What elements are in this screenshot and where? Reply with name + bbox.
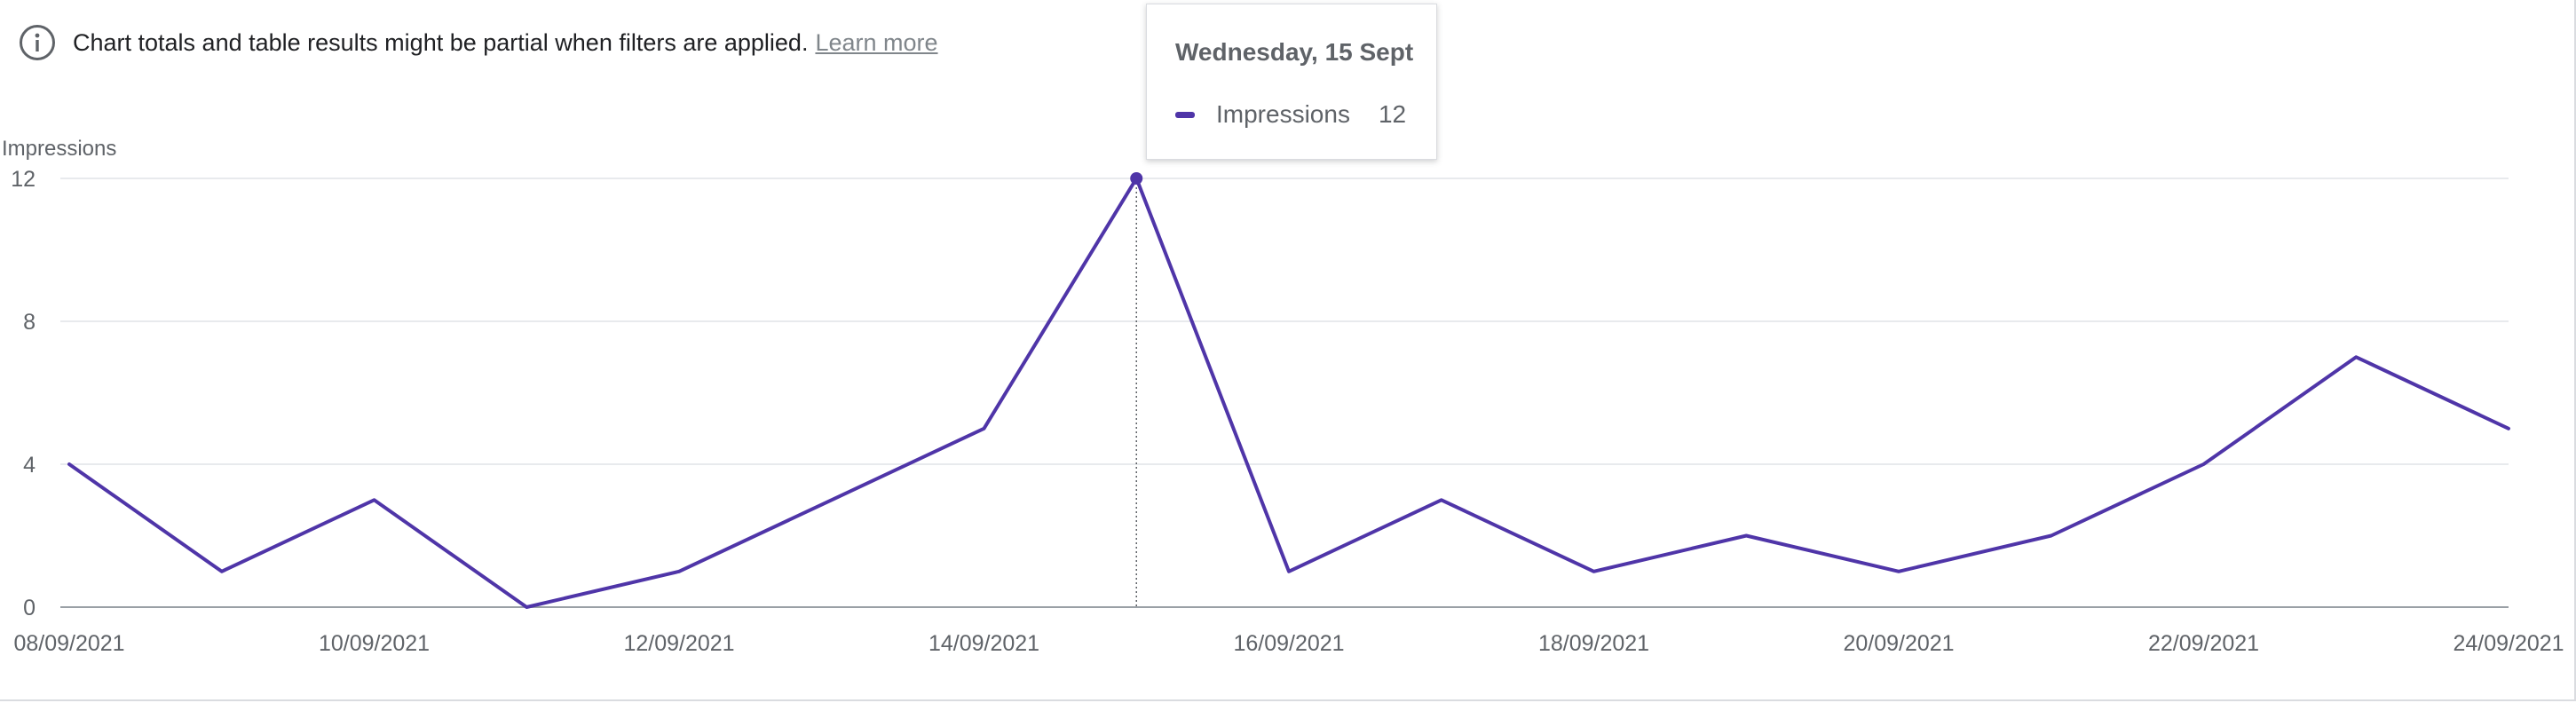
x-tick-label: 24/09/2021 — [2453, 631, 2564, 656]
y-tick-label: 4 — [23, 453, 36, 478]
y-tick-label: 8 — [23, 310, 36, 335]
tooltip-series-value: 12 — [1378, 100, 1407, 128]
x-tick-label: 20/09/2021 — [1843, 631, 1954, 656]
filter-notice: Chart totals and table results might be … — [18, 23, 938, 62]
x-tick-label: 18/09/2021 — [1538, 631, 1649, 656]
tooltip-date: Wednesday, 15 Sept — [1175, 38, 1414, 66]
x-tick-label: 12/09/2021 — [623, 631, 734, 656]
chart-tooltip: Wednesday, 15 Sept Impressions 12 — [1146, 4, 1437, 160]
tooltip-series-row: Impressions 12 — [1175, 100, 1406, 129]
y-axis-title: Impressions — [2, 137, 116, 161]
x-tick-label: 22/09/2021 — [2148, 631, 2259, 656]
filter-notice-text: Chart totals and table results might be … — [73, 28, 809, 56]
x-tick-label: 08/09/2021 — [13, 631, 124, 656]
x-tick-label: 10/09/2021 — [319, 631, 430, 656]
highlighted-data-point — [1130, 172, 1143, 185]
y-tick-label: 0 — [23, 596, 36, 620]
y-tick-label: 12 — [11, 167, 36, 192]
info-icon — [18, 23, 57, 62]
tooltip-series-name: Impressions — [1216, 100, 1350, 128]
x-tick-label: 16/09/2021 — [1233, 631, 1344, 656]
series-swatch — [1175, 111, 1195, 118]
learn-more-link[interactable]: Learn more — [815, 28, 938, 56]
x-tick-label: 14/09/2021 — [928, 631, 1039, 656]
series-line-impressions — [67, 177, 2510, 609]
